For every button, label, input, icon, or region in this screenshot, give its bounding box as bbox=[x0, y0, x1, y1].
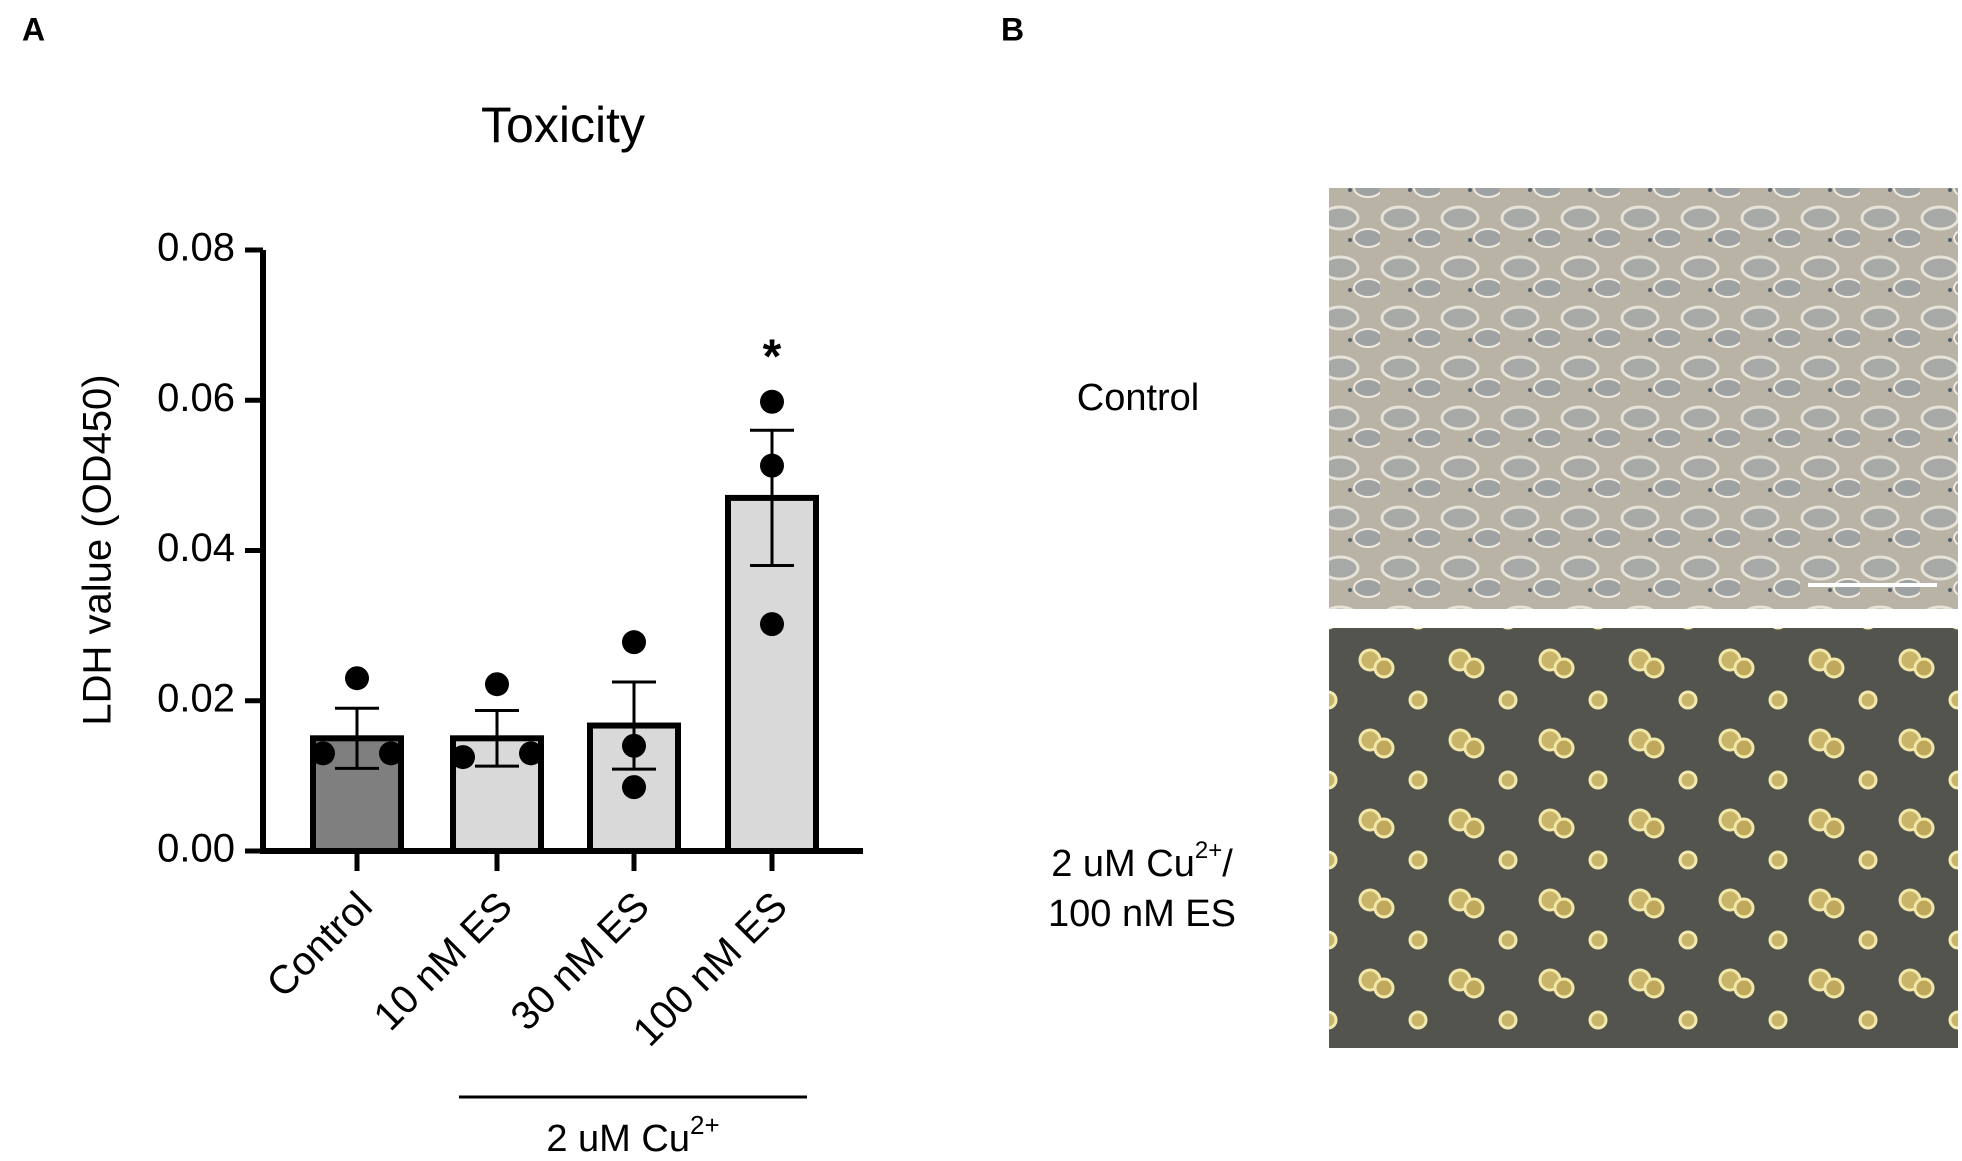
x-tick-label: 10 nM ES bbox=[366, 884, 521, 1039]
row-label: Control bbox=[1077, 377, 1200, 419]
row-label: 100 nM ES bbox=[1048, 893, 1236, 935]
data-point bbox=[622, 630, 646, 655]
data-point bbox=[451, 745, 475, 770]
panel-label: B bbox=[1001, 11, 1024, 47]
group-label-superscript: 2+ bbox=[690, 1110, 720, 1140]
data-point bbox=[622, 733, 646, 758]
data-point bbox=[379, 741, 403, 766]
data-point bbox=[519, 741, 543, 766]
data-point bbox=[622, 775, 646, 800]
y-tick-label: 0.04 bbox=[157, 526, 235, 570]
y-tick-label: 0.08 bbox=[157, 226, 235, 270]
row-label: 2 uM Cu2+/ bbox=[1051, 837, 1233, 885]
data-point bbox=[760, 389, 784, 414]
chart-title: Toxicity bbox=[481, 97, 645, 153]
data-point bbox=[485, 672, 509, 697]
panel-label: A bbox=[22, 11, 45, 47]
y-tick-label: 0.02 bbox=[157, 676, 235, 720]
micrograph bbox=[1329, 628, 1958, 1048]
data-point bbox=[760, 453, 784, 478]
x-tick-label: Control bbox=[259, 884, 381, 1006]
group-label: 2 uM Cu2+ bbox=[546, 1110, 719, 1160]
significance-mark: * bbox=[763, 330, 782, 383]
micrograph bbox=[1329, 188, 1958, 609]
data-point bbox=[760, 612, 784, 637]
data-point bbox=[345, 666, 369, 691]
y-axis-label: LDH value (OD450) bbox=[76, 374, 120, 725]
group-label-text: 2 uM Cu bbox=[546, 1118, 690, 1160]
data-point bbox=[311, 741, 335, 766]
y-tick-label: 0.06 bbox=[157, 376, 235, 420]
y-tick-label: 0.00 bbox=[157, 827, 235, 871]
